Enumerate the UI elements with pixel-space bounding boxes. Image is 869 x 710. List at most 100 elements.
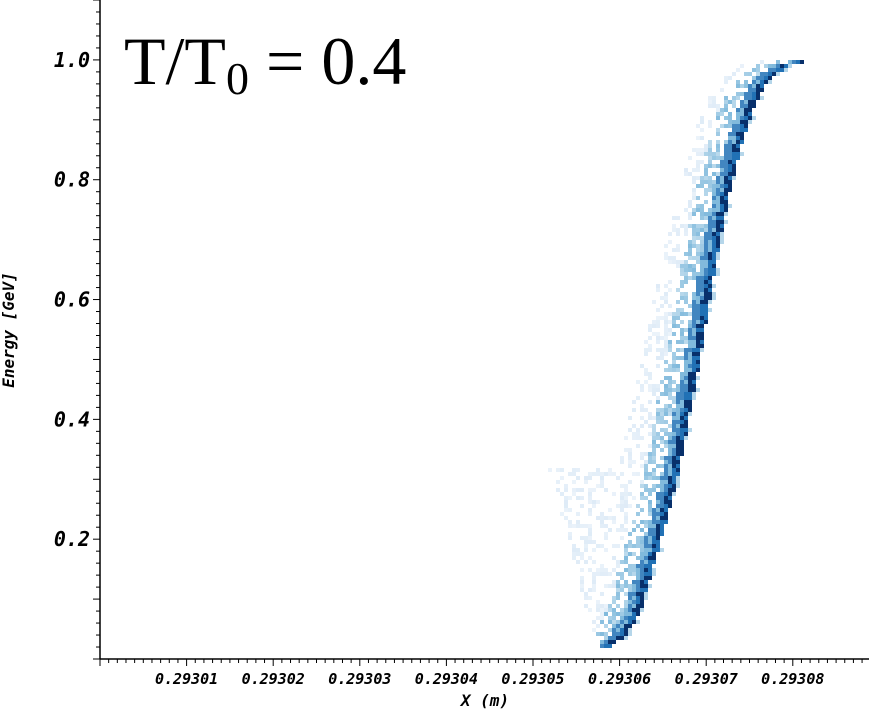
heatmap-cell <box>716 116 720 120</box>
heatmap-cell <box>620 628 624 632</box>
heatmap-cell <box>664 408 668 412</box>
heatmap-cell <box>648 460 652 464</box>
heatmap-cell <box>692 320 696 324</box>
heatmap-cell <box>652 320 656 324</box>
heatmap-cell <box>752 68 756 72</box>
heatmap-cell <box>584 544 588 548</box>
heatmap-cell <box>684 232 688 236</box>
heatmap-cell <box>696 228 700 232</box>
heatmap-cell <box>716 248 720 252</box>
heatmap-cell <box>672 484 676 488</box>
heatmap-cell <box>616 564 620 568</box>
heatmap-cell <box>680 356 684 360</box>
heatmap-cell <box>640 548 644 552</box>
heatmap-cell <box>724 124 728 128</box>
heatmap-cell <box>648 492 652 496</box>
heatmap-cell <box>684 348 688 352</box>
heatmap-cell <box>684 392 688 396</box>
heatmap-cell <box>724 180 728 184</box>
heatmap-cell <box>748 84 752 88</box>
heatmap-cell <box>692 324 696 328</box>
heatmap-cell <box>664 376 668 380</box>
heatmap-cell <box>700 280 704 284</box>
heatmap-cell <box>748 100 752 104</box>
heatmap-cell <box>728 180 732 184</box>
heatmap-cell <box>636 540 640 544</box>
heatmap-cell <box>652 536 656 540</box>
heatmap-cell <box>620 460 624 464</box>
heatmap-cell <box>728 148 732 152</box>
heatmap-cell <box>632 496 636 500</box>
heatmap-cell <box>648 556 652 560</box>
heatmap-cell <box>672 388 676 392</box>
heatmap-cell <box>676 412 680 416</box>
heatmap-cell <box>636 604 640 608</box>
heatmap-cell <box>772 64 776 68</box>
heatmap-cell <box>700 344 704 348</box>
heatmap-cell <box>708 148 712 152</box>
heatmap-cell <box>712 236 716 240</box>
heatmap-cell <box>708 224 712 228</box>
heatmap-cell <box>660 516 664 520</box>
heatmap-cell <box>708 152 712 156</box>
heatmap-cell <box>724 104 728 108</box>
heatmap-cell <box>696 300 700 304</box>
heatmap-cell <box>640 604 644 608</box>
heatmap-cell <box>592 572 596 576</box>
heatmap-cell <box>628 416 632 420</box>
heatmap-cell <box>656 524 660 528</box>
heatmap-cell <box>664 404 668 408</box>
heatmap-cell <box>640 536 644 540</box>
heatmap-cell <box>724 176 728 180</box>
heatmap-cell <box>740 116 744 120</box>
heatmap-cell <box>632 596 636 600</box>
heatmap-cell <box>652 552 656 556</box>
heatmap-cell <box>720 216 724 220</box>
heatmap-cell <box>696 224 700 228</box>
heatmap-cell <box>644 484 648 488</box>
heatmap-cell <box>688 324 692 328</box>
heatmap-cell <box>600 564 604 568</box>
heatmap-cell <box>692 372 696 376</box>
heatmap-cell <box>656 528 660 532</box>
heatmap-cell <box>620 504 624 508</box>
heatmap-cell <box>708 104 712 108</box>
heatmap-cell <box>648 552 652 556</box>
heatmap-cell <box>632 552 636 556</box>
heatmap-cell <box>684 264 688 268</box>
heatmap-cell <box>672 476 676 480</box>
heatmap-cell <box>624 568 628 572</box>
heatmap-cell <box>572 492 576 496</box>
heatmap-cell <box>676 464 680 468</box>
heatmap-cell <box>564 508 568 512</box>
heatmap-cell <box>704 304 708 308</box>
heatmap-cell <box>576 548 580 552</box>
heatmap-cell <box>612 584 616 588</box>
heatmap-cell <box>568 532 572 536</box>
heatmap-cell <box>600 612 604 616</box>
heatmap-cell <box>708 180 712 184</box>
heatmap-cell <box>692 192 696 196</box>
heatmap-cell <box>692 384 696 388</box>
heatmap-cell <box>724 188 728 192</box>
heatmap-cell <box>612 616 616 620</box>
heatmap-cell <box>664 392 668 396</box>
heatmap-cell <box>572 524 576 528</box>
heatmap-cell <box>588 500 592 504</box>
heatmap-cell <box>628 616 632 620</box>
heatmap-cell <box>736 92 740 96</box>
heatmap-cell <box>676 244 680 248</box>
heatmap-cell <box>652 324 656 328</box>
heatmap-cell <box>684 336 688 340</box>
heatmap-cell <box>644 464 648 468</box>
heatmap-cell <box>692 348 696 352</box>
heatmap-cell <box>680 376 684 380</box>
heatmap-cell <box>688 428 692 432</box>
heatmap-cell <box>600 516 604 520</box>
heatmap-cell <box>760 88 764 92</box>
heatmap-cell <box>636 544 640 548</box>
heatmap-cell <box>796 60 800 64</box>
heatmap-cell <box>708 228 712 232</box>
heatmap-cell <box>648 324 652 328</box>
heatmap-cell <box>704 164 708 168</box>
